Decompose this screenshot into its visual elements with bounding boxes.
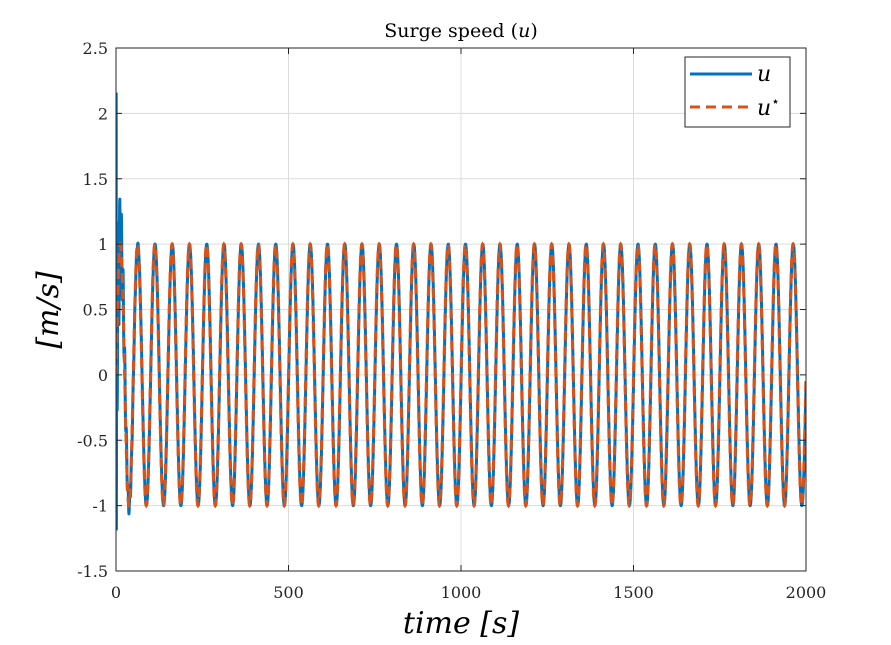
tick-labels: 0 500 1000 1500 2000 -1.5 -1 -0.5 0 0.5 1 1.5 2 2.5	[77, 39, 826, 602]
series-u-star-line	[116, 241, 806, 509]
ticks	[115, 47, 807, 572]
x-tick-label: 2000	[786, 583, 827, 602]
y-tick-label: 0	[98, 366, 108, 385]
legend-label-u: u	[757, 62, 771, 87]
y-tick-label: -1	[92, 497, 108, 516]
y-tick-label: 2	[98, 104, 108, 123]
y-tick-label: -0.5	[77, 431, 108, 450]
x-axis-label: time [s]	[403, 606, 519, 641]
legend-box	[684, 56, 791, 128]
y-tick-label: 2.5	[83, 39, 108, 58]
series-layer	[116, 92, 806, 531]
y-tick-label: 1	[98, 235, 108, 254]
x-tick-label: 1500	[613, 583, 654, 602]
x-tick-label: 1000	[441, 583, 482, 602]
x-tick-label: 500	[273, 583, 304, 602]
y-tick-label: -1.5	[77, 562, 108, 581]
x-tick-label: 0	[111, 583, 121, 602]
y-tick-label: 1.5	[83, 170, 108, 189]
chart-title: Surge speed (u)	[384, 20, 537, 42]
y-tick-label: 0.5	[83, 301, 108, 320]
y-axis-label: [m/s]	[31, 271, 66, 349]
legend: u u⋆	[684, 56, 791, 128]
